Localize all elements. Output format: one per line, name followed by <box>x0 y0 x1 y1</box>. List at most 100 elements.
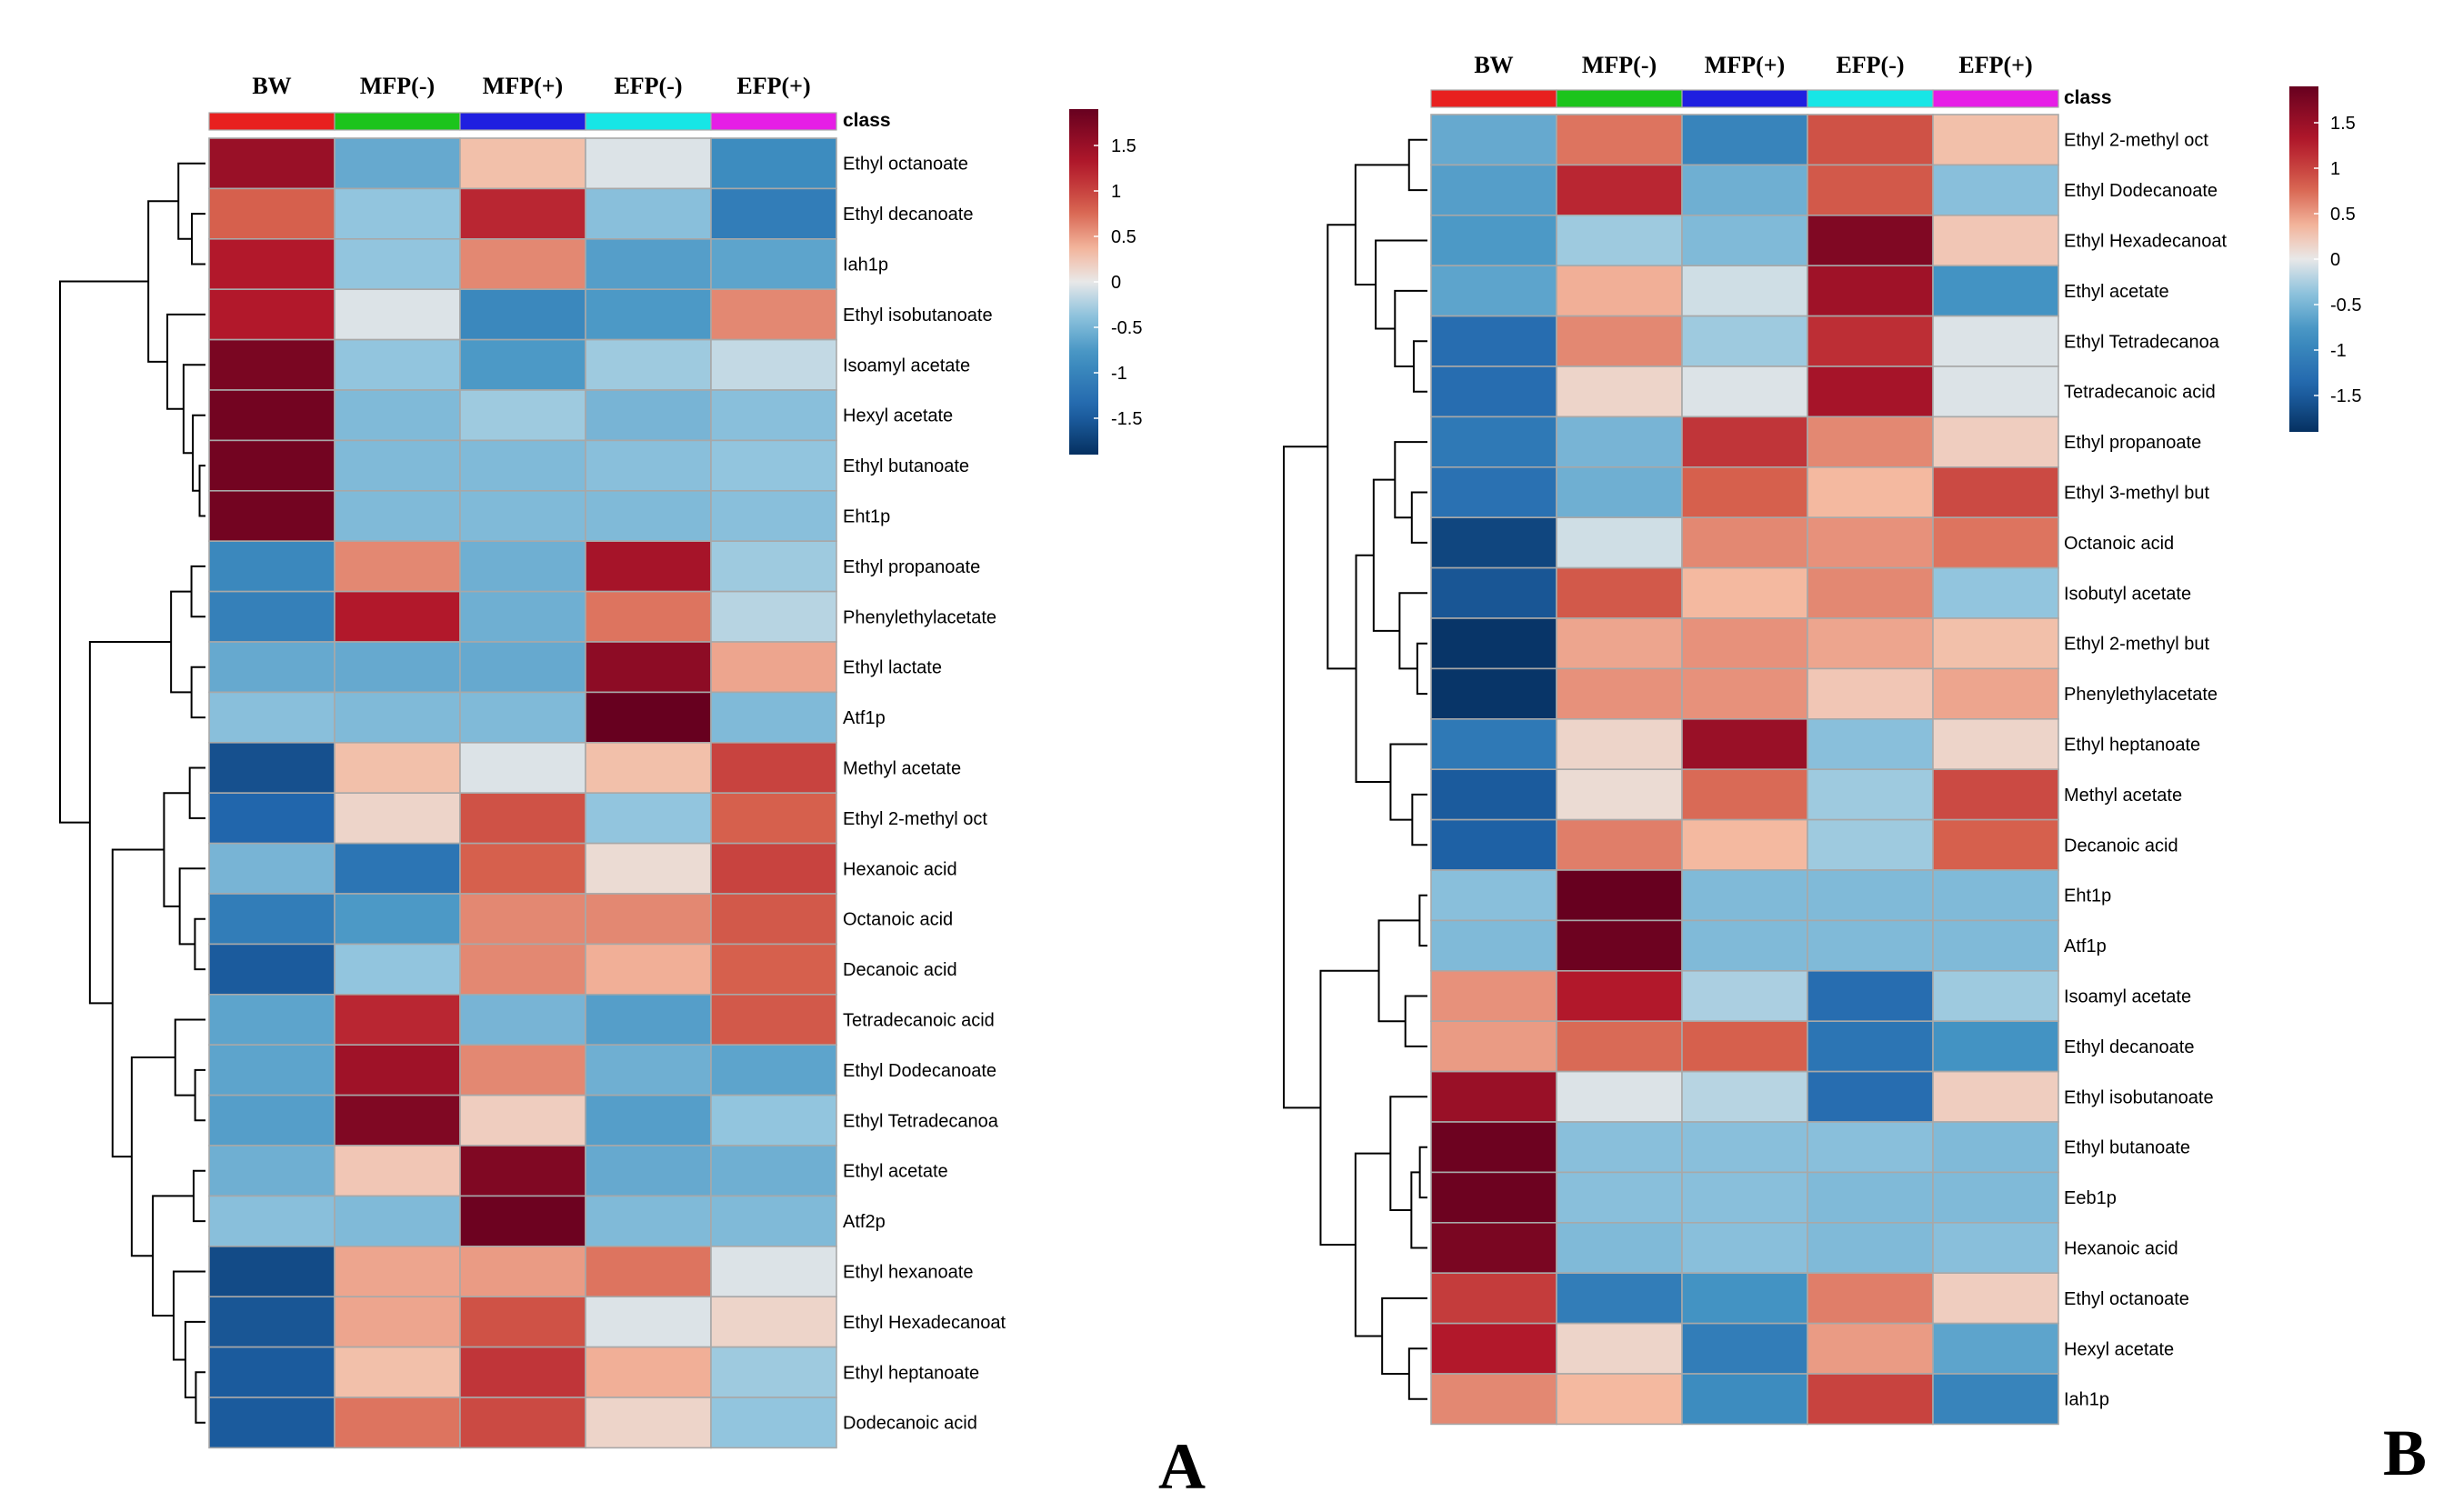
heatmap-cell <box>459 137 586 190</box>
heatmap-cell <box>1932 667 2059 720</box>
heatmap-cell <box>710 187 837 240</box>
heatmap-cell <box>1681 315 1808 367</box>
heatmap-cell <box>585 1246 712 1298</box>
heatmap-cell <box>1932 970 2059 1023</box>
color-scale-tick-label: -1.5 <box>1111 409 1142 429</box>
heatmap-cell <box>208 943 335 996</box>
dendrogram-branch <box>192 1169 205 1223</box>
column-label: BW <box>1474 52 1513 78</box>
heatmap-cell <box>585 489 712 542</box>
dendrogram-branch <box>191 213 205 265</box>
heatmap-cell <box>1556 215 1683 267</box>
heatmap-cell <box>1556 970 1683 1023</box>
row-label: Ethyl Dodecanoate <box>843 1061 996 1081</box>
heatmap-cell <box>1430 818 1557 871</box>
heatmap-cell <box>459 489 586 542</box>
heatmap-cell <box>1932 466 2059 518</box>
heatmap-cell <box>1430 1121 1557 1174</box>
heatmap-cell <box>334 741 461 794</box>
heatmap-cell <box>1556 1171 1683 1224</box>
heatmap-cell <box>710 489 837 542</box>
heatmap-cell <box>459 1296 586 1348</box>
heatmap-cell <box>1932 265 2059 317</box>
heatmap-cell <box>585 288 712 341</box>
heatmap-cell <box>459 994 586 1046</box>
heatmap-cell <box>1556 818 1683 871</box>
heatmap-cell <box>1681 1070 1808 1123</box>
row-label: Hexyl acetate <box>843 406 953 426</box>
heatmap-cell <box>1430 970 1557 1023</box>
heatmap-cell <box>1807 1121 1934 1174</box>
heatmap-cell <box>208 893 335 946</box>
heatmap-cell <box>1932 1121 2059 1174</box>
heatmap-cell <box>585 237 712 290</box>
heatmap-cell <box>710 389 837 442</box>
heatmap-cell <box>1932 1272 2059 1325</box>
color-scale-tick-label: 1.5 <box>2330 114 2356 134</box>
dendrogram-branch <box>1416 642 1427 696</box>
dendrogram-branch <box>188 766 205 819</box>
dendrogram-branch <box>1372 478 1400 632</box>
class-color-swatch <box>1556 89 1683 108</box>
color-scale-tick-label: 1 <box>2330 159 2340 179</box>
heatmap-cell <box>1681 667 1808 720</box>
dendrogram-branch <box>1355 554 1391 784</box>
heatmap-cell <box>710 792 837 845</box>
dendrogram-branch <box>195 1371 205 1424</box>
heatmap-cell <box>1430 1070 1557 1123</box>
heatmap-cell <box>1556 1121 1683 1174</box>
heatmap-cell <box>334 691 461 744</box>
heatmap-cell <box>1681 818 1808 871</box>
heatmap-cell <box>585 439 712 492</box>
class-label: class <box>2064 87 2112 108</box>
row-label: Ethyl propanoate <box>843 557 980 577</box>
row-label: Ethyl acetate <box>2064 282 2169 302</box>
column-label: MFP(+) <box>1705 52 1785 78</box>
heatmap-cell <box>1430 667 1557 720</box>
color-scale-tick-label: 0.5 <box>2330 205 2356 225</box>
dendrogram-branch <box>1412 340 1427 393</box>
heatmap-cell <box>1556 667 1683 720</box>
row-label: Octanoic acid <box>843 910 953 930</box>
dendrogram-branch <box>178 867 205 946</box>
heatmap-cell <box>459 1397 586 1449</box>
heatmap-cell <box>1807 1171 1934 1224</box>
heatmap-cell <box>334 1346 461 1398</box>
heatmap-cell <box>1807 1322 1934 1375</box>
heatmap-cell <box>208 691 335 744</box>
color-scale-tick-label: -0.5 <box>1111 318 1142 338</box>
heatmap-cell <box>1932 164 2059 216</box>
heatmap-cell <box>585 1094 712 1147</box>
heatmap-cell <box>585 1296 712 1348</box>
dendrogram-branch <box>1407 1347 1427 1400</box>
row-label: Ethyl Tetradecanoa <box>843 1111 999 1131</box>
row-label: Decanoic acid <box>843 960 957 980</box>
heatmap-cell <box>1932 768 2059 821</box>
heatmap-cell <box>334 943 461 996</box>
dendrogram-branch <box>1418 1146 1427 1199</box>
color-scale-tick-label: 0 <box>2330 250 2340 270</box>
heatmap-cell <box>459 439 586 492</box>
heatmap-cell <box>585 1044 712 1096</box>
heatmap-cell <box>585 1346 712 1398</box>
heatmap-cell <box>1807 818 1934 871</box>
row-label: Ethyl butanoate <box>2064 1138 2190 1158</box>
heatmap-cell <box>334 792 461 845</box>
heatmap-cell <box>1430 114 1557 166</box>
row-label: Hexyl acetate <box>2064 1339 2174 1359</box>
class-color-swatch <box>1807 89 1934 108</box>
heatmap-cell <box>585 137 712 190</box>
heatmap-cell <box>459 842 586 895</box>
dendrogram-branch <box>1389 1096 1427 1211</box>
heatmap-cell <box>334 590 461 643</box>
heatmap-cell <box>1681 768 1808 821</box>
heatmap-cell <box>1932 1171 2059 1224</box>
heatmap-cell <box>334 994 461 1046</box>
heatmap-cell <box>1430 416 1557 468</box>
row-label: Ethyl heptanoate <box>843 1363 979 1383</box>
dendrogram-branch <box>1319 969 1379 1247</box>
row-label: Phenylethylacetate <box>843 607 996 627</box>
heatmap-cell <box>1807 114 1934 166</box>
heatmap-cell <box>1556 1322 1683 1375</box>
